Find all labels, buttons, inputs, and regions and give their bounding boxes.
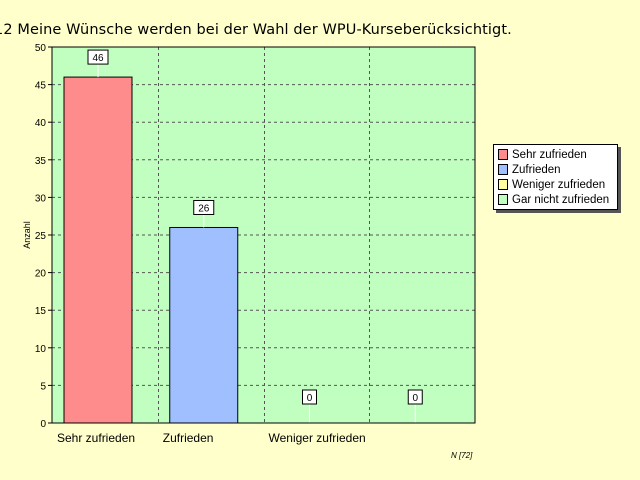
x-tick-label: Zufrieden (163, 431, 214, 445)
y-tick-label: 5 (40, 381, 46, 392)
plot-frame (51, 46, 476, 424)
y-tick-label: 0 (40, 419, 46, 430)
value-label: 0 (412, 393, 418, 404)
legend-label: Gar nicht zufrieden (512, 193, 610, 206)
legend-item: Sehr zufrieden (498, 147, 617, 162)
value-label-box (407, 389, 423, 405)
value-label-box (302, 389, 317, 405)
legend-swatch (498, 164, 508, 175)
chart-legend: Sehr zufrieden Zufrieden Weniger zufrieden… (493, 144, 618, 210)
bar-zufrieden (169, 226, 239, 424)
legend-swatch (498, 179, 508, 190)
legend-swatch (498, 149, 508, 160)
y-tick-label: 40 (35, 118, 47, 129)
x-tick-label: Sehr zufrieden (57, 431, 135, 445)
value-label: 0 (307, 393, 313, 404)
y-tick-label: 35 (35, 156, 47, 167)
y-tick-label: 45 (35, 81, 47, 92)
legend-label: Sehr zufrieden (512, 148, 587, 161)
legend-label: Weniger zufrieden (512, 178, 606, 191)
legend-swatch (498, 194, 508, 205)
legend-item: Zufrieden (498, 162, 617, 177)
sample-size-note: N [72] (451, 451, 473, 460)
y-tick-label: 15 (35, 306, 47, 317)
legend-label: Zufrieden (512, 163, 561, 176)
y-axis-label: Anzahl (22, 221, 32, 249)
y-tick-label: 50 (35, 43, 47, 54)
value-label: 26 (198, 203, 210, 214)
legend-item: Weniger zufrieden (498, 177, 617, 192)
bar-sehr-zufrieden (63, 76, 133, 424)
chart-title: 12 Meine Wünsche werden bei der Wahl der… (0, 22, 512, 38)
y-tick-label: 10 (35, 344, 47, 355)
y-tick-label: 25 (35, 231, 47, 242)
value-label: 46 (92, 53, 104, 64)
value-label-box (87, 49, 109, 65)
legend-item: Gar nicht zufrieden (498, 192, 617, 207)
x-tick-label: Weniger zufrieden (269, 431, 366, 445)
value-label-box (193, 199, 215, 215)
y-tick-label: 20 (35, 269, 47, 280)
y-tick-label: 30 (35, 193, 47, 204)
